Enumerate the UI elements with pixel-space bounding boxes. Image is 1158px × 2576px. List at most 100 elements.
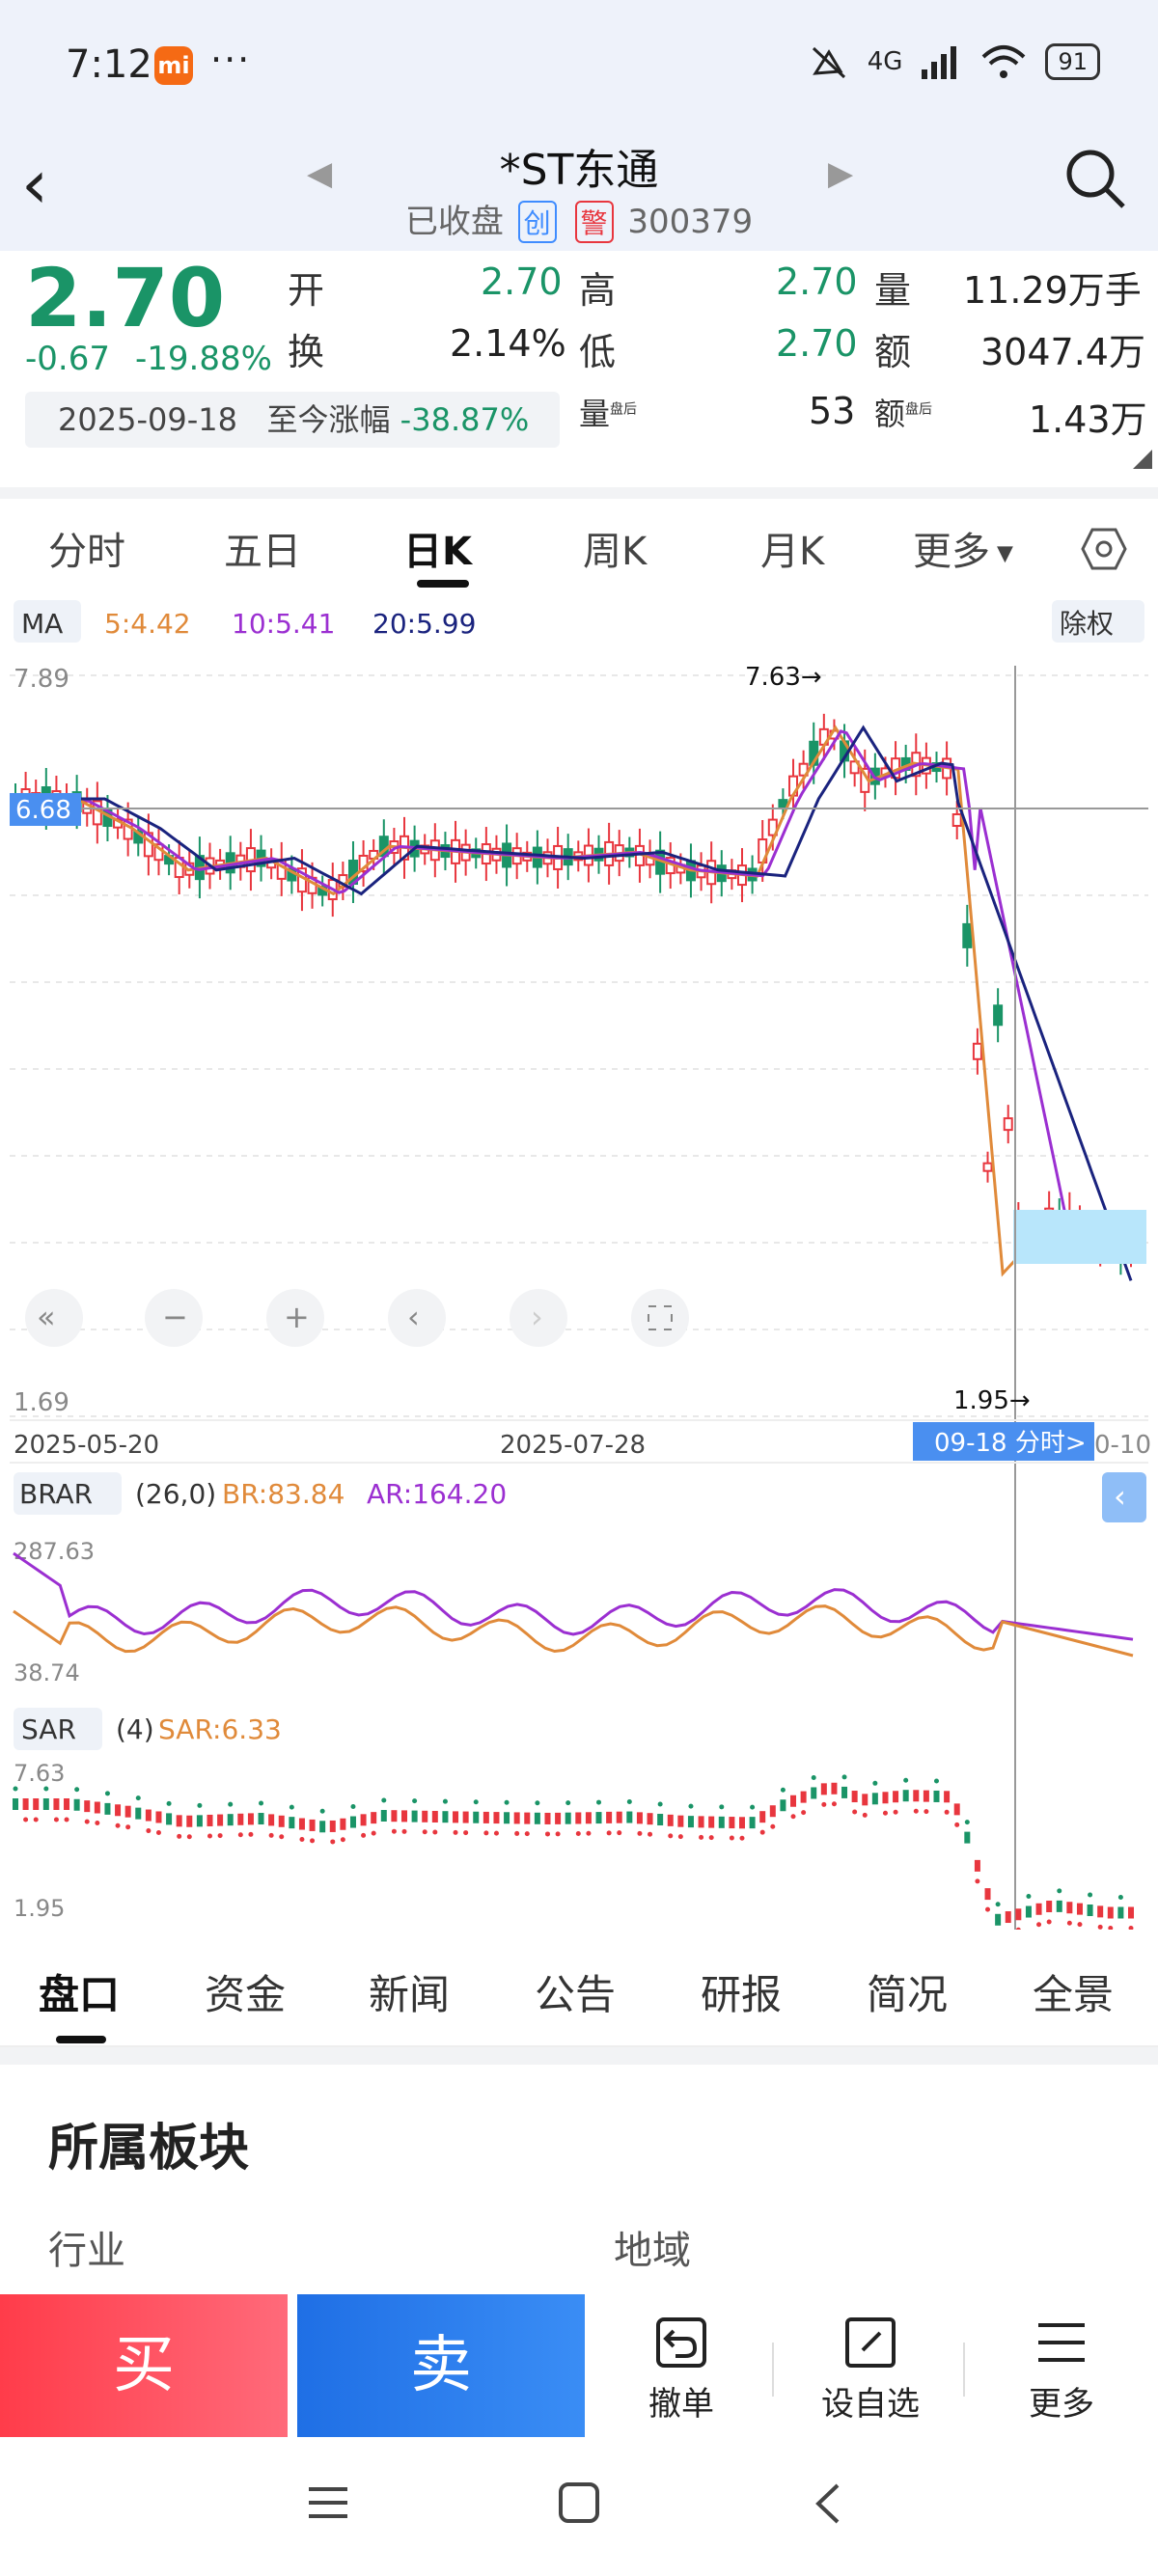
next-stock-icon[interactable]: ▶: [828, 154, 854, 193]
sar-candle: [708, 1816, 715, 1828]
tab-weekly-k[interactable]: 周K: [583, 530, 648, 574]
search-icon[interactable]: [1062, 145, 1129, 212]
tab-intraday[interactable]: 分时: [48, 530, 125, 574]
zoom-out-button[interactable]: [145, 1289, 203, 1347]
tab-research[interactable]: 研报: [701, 1971, 783, 2018]
brar-lines: [13, 1551, 1134, 1658]
sar-candle: [913, 1790, 920, 1802]
candle-body: [993, 1004, 1004, 1027]
back-nav-icon[interactable]: [813, 2481, 841, 2526]
sar-dot: [862, 1812, 868, 1818]
tab-capital[interactable]: 资金: [205, 1971, 287, 2018]
sar-dot: [95, 1821, 100, 1826]
sar-dot: [33, 1817, 39, 1822]
svg-text:−: −: [162, 1299, 188, 1335]
sar-dot: [350, 1804, 356, 1810]
sar-dot: [954, 1822, 960, 1827]
sar-dot: [228, 1801, 234, 1807]
sar-candle: [759, 1811, 766, 1823]
tab-overview[interactable]: 全景: [1033, 1971, 1115, 2018]
sar-dot: [985, 1906, 991, 1912]
more-actions-button[interactable]: 更多: [994, 2314, 1129, 2425]
sar-dot: [565, 1800, 571, 1806]
sar-candle: [186, 1815, 193, 1827]
add-watchlist-button[interactable]: 设自选: [803, 2314, 938, 2425]
since-date-box[interactable]: 2025-09-18 至今涨幅 -38.87%: [25, 392, 560, 448]
ma20-value: 20:5.99: [372, 608, 476, 640]
sar-dot: [933, 1778, 939, 1784]
sar-candle: [124, 1805, 131, 1818]
sar-dot: [166, 1800, 172, 1806]
battery-icon: 91: [1045, 43, 1100, 80]
price-zone-highlight: [1013, 1210, 1146, 1264]
prev-stock-icon[interactable]: ◀: [307, 154, 333, 193]
adjust-button[interactable]: [1052, 600, 1144, 643]
sar-candle: [667, 1814, 674, 1826]
brar-selector[interactable]: [14, 1472, 122, 1515]
tab-monthly-k[interactable]: 月K: [760, 530, 825, 574]
sar-candle: [513, 1812, 520, 1824]
sar-selector[interactable]: [14, 1708, 102, 1750]
sar-dot: [268, 1832, 274, 1838]
sar-candle: [893, 1791, 899, 1803]
sar-dot: [453, 1829, 458, 1835]
tab-daily-k[interactable]: 日K: [403, 530, 472, 574]
low-value: 2.70: [776, 322, 858, 365]
back-icon[interactable]: ‹: [21, 145, 48, 224]
fullscreen-button[interactable]: [631, 1289, 689, 1347]
chart-settings-icon[interactable]: [1081, 528, 1127, 570]
volume-value: 11.29万手: [963, 269, 1142, 312]
sar-candle: [53, 1798, 60, 1810]
recent-apps-icon[interactable]: [307, 2483, 349, 2522]
buy-button[interactable]: 买: [0, 2294, 288, 2437]
sar-dot: [688, 1803, 694, 1809]
sar-dot: [821, 1801, 827, 1807]
expand-corner-icon[interactable]: [1133, 450, 1152, 469]
sar-dot: [617, 1830, 622, 1836]
sar-candle: [1015, 1908, 1022, 1921]
sar-dot: [125, 1824, 131, 1830]
tab-profile[interactable]: 简况: [867, 1971, 949, 2018]
sar-y-min: 1.95: [14, 1895, 65, 1922]
ma-selector[interactable]: [14, 600, 81, 643]
scroll-left-button[interactable]: [388, 1289, 446, 1347]
chart-period-tabs: 分时 五日 日K 周K 月K 更多 ▼: [0, 487, 1158, 589]
sar-candle: [442, 1811, 449, 1823]
zoom-far-left-button[interactable]: [25, 1289, 83, 1347]
kline-chart[interactable]: MA 5:4.42 10:5.41 20:5.99 除权 7.89 1.69 6…: [0, 589, 1158, 1935]
tab-news[interactable]: 新闻: [369, 1971, 451, 2018]
sar-candle: [258, 1813, 264, 1825]
sar-candle: [544, 1812, 551, 1824]
crosshair-date-box[interactable]: [913, 1422, 1094, 1461]
active-info-tab-indicator: [56, 2036, 106, 2043]
collapse-indicator-button[interactable]: [1102, 1472, 1146, 1522]
sar-candle: [1128, 1906, 1134, 1919]
sar-candle: [811, 1787, 817, 1799]
chart-area[interactable]: MA 5:4.42 10:5.41 20:5.99 除权 7.89 1.69 6…: [0, 589, 1158, 1935]
sar-dot: [780, 1787, 786, 1793]
cancel-order-button[interactable]: 撤单: [614, 2314, 749, 2425]
scroll-right-button[interactable]: [510, 1289, 567, 1347]
sar-candle: [145, 1809, 152, 1822]
zoom-in-button[interactable]: [266, 1289, 324, 1347]
more-actions-label: 更多: [1029, 2385, 1094, 2424]
brar-params: (26,0): [135, 1478, 216, 1510]
volume-label: 量: [874, 269, 912, 312]
tab-announcements[interactable]: 公告: [535, 1971, 617, 2018]
sar-dot: [422, 1829, 427, 1835]
sar-candle: [974, 1859, 980, 1872]
tab-more[interactable]: 更多 ▼: [913, 530, 1013, 574]
candle-body: [972, 1042, 982, 1060]
sar-candle: [585, 1812, 592, 1824]
tab-five-day[interactable]: 五日: [224, 530, 301, 574]
home-icon[interactable]: [558, 2481, 600, 2524]
sar-dot: [217, 1833, 223, 1839]
tab-order-book[interactable]: 盘口: [39, 1971, 121, 2018]
sar-dot: [759, 1829, 765, 1835]
sar-dot: [944, 1809, 950, 1815]
sar-candle: [22, 1798, 29, 1810]
sar-dot: [811, 1774, 816, 1780]
sell-button[interactable]: 卖: [297, 2294, 585, 2437]
high-value: 2.70: [776, 260, 858, 303]
sar-dot: [668, 1833, 674, 1839]
